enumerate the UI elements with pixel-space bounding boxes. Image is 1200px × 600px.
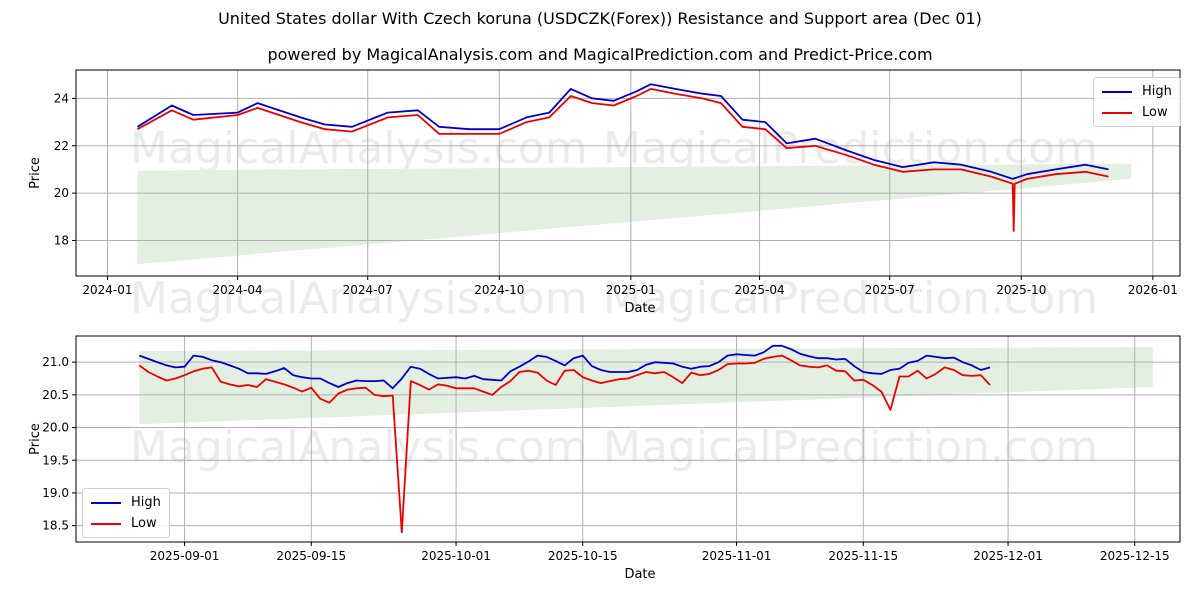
watermark-layer: MagicalAnalysis.com MagicalPrediction.com… xyxy=(130,123,1098,473)
y-tick-label: 18 xyxy=(54,233,69,247)
high-line-swatch-icon xyxy=(1102,90,1132,93)
watermark-text: MagicalAnalysis.com xyxy=(130,273,588,324)
x-tick-label: 2025-12-01 xyxy=(973,549,1043,563)
y-tick-label: 20 xyxy=(54,186,69,200)
x-tick-label: 2025-04 xyxy=(734,283,784,297)
legend-item-high: High xyxy=(1102,81,1172,102)
watermark-text: MagicalAnalysis.com xyxy=(130,422,588,473)
x-tick-label: 2025-01 xyxy=(606,283,656,297)
x-tick-label: 2024-10 xyxy=(474,283,524,297)
low-line-swatch-icon xyxy=(91,522,121,525)
x-tick-label: 2025-10 xyxy=(996,283,1046,297)
x-tick-label: 2026-01 xyxy=(1128,283,1178,297)
legend-label-low: Low xyxy=(131,516,157,531)
support-resistance-band xyxy=(139,347,1153,425)
legend-item-low: Low xyxy=(91,513,161,534)
bottom-chart-legend: High Low xyxy=(82,488,170,538)
plot-frame xyxy=(75,335,1181,543)
plot-frame xyxy=(75,69,1181,277)
y-tick-label: 20.0 xyxy=(42,421,69,435)
x-tick-label: 2024-07 xyxy=(343,283,393,297)
top-price-chart: 2024-01 2024-04 2024-07 2024-10 2025-01 2025-… xyxy=(28,69,1181,316)
chart-subtitle: powered by MagicalAnalysis.com and Magic… xyxy=(267,45,933,64)
high-line-swatch-icon xyxy=(91,501,121,504)
x-tick-label: 2025-09-01 xyxy=(150,549,220,563)
legend-label-high: High xyxy=(131,495,161,510)
low-line-swatch-icon xyxy=(1102,111,1132,114)
high-price-line xyxy=(137,83,1109,180)
high-price-line xyxy=(138,344,991,390)
x-tick-label: 2025-10-01 xyxy=(421,549,491,563)
support-resistance-band xyxy=(137,163,1132,265)
y-tick-label: 21.0 xyxy=(42,355,69,369)
y-tick-label: 24 xyxy=(54,91,69,105)
x-tick-label: 2025-10-15 xyxy=(548,549,618,563)
x-tick-label: 2025-12-15 xyxy=(1100,549,1170,563)
watermark-text: MagicalPrediction.com xyxy=(603,273,1098,324)
legend-item-high: High xyxy=(91,492,161,513)
legend-item-low: Low xyxy=(1102,102,1172,123)
chart-title: United States dollar With Czech koruna (… xyxy=(218,9,982,28)
x-tick-label: 2025-09-15 xyxy=(276,549,346,563)
y-axis-label: Price xyxy=(28,423,43,455)
top-chart-legend: High Low xyxy=(1093,77,1181,127)
x-tick-label: 2025-11-01 xyxy=(702,549,772,563)
low-price-line xyxy=(138,354,991,534)
x-axis-label: Date xyxy=(624,301,655,316)
y-axis-label: Price xyxy=(28,157,43,189)
watermark-text: MagicalPrediction.com xyxy=(603,422,1098,473)
y-tick-label: 18.5 xyxy=(42,519,69,533)
watermark-text: MagicalAnalysis.com xyxy=(130,123,588,174)
bottom-price-chart: 2025-09-01 2025-09-15 2025-10-01 2025-10-15… xyxy=(28,335,1181,582)
y-tick-label: 20.5 xyxy=(42,388,69,402)
y-tick-label: 19.5 xyxy=(42,453,69,467)
y-tick-label: 19.0 xyxy=(42,486,69,500)
low-price-line xyxy=(137,88,1109,232)
legend-label-high: High xyxy=(1142,84,1172,99)
x-axis-label: Date xyxy=(624,567,655,582)
x-tick-label: 2024-01 xyxy=(82,283,132,297)
x-tick-label: 2025-11-15 xyxy=(828,549,898,563)
y-tick-label: 22 xyxy=(54,139,69,153)
legend-label-low: Low xyxy=(1142,105,1168,120)
x-tick-label: 2025-07 xyxy=(865,283,915,297)
x-tick-label: 2024-04 xyxy=(213,283,263,297)
